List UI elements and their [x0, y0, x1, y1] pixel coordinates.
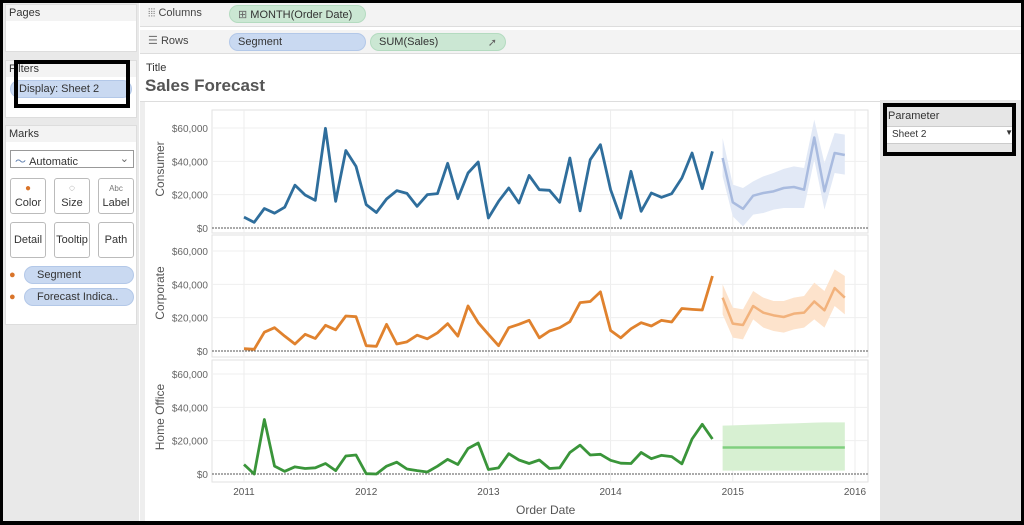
- forecast-line: [721, 286, 846, 327]
- page-title: Sales Forecast: [145, 76, 266, 95]
- mark-pill-forecast-indicator[interactable]: Forecast Indica..: [24, 288, 134, 306]
- size-icon: ◌: [69, 183, 75, 194]
- divider: [140, 102, 145, 522]
- color-button[interactable]: ● Color: [10, 178, 46, 214]
- label-button[interactable]: Abc Label: [98, 178, 134, 214]
- y-tick-label: $20,000: [172, 314, 209, 325]
- color-label: Color: [14, 197, 42, 209]
- rows-shelf: ☰ Rows Segment SUM(Sales) ➚: [140, 30, 1024, 54]
- right-panel: Parameter Sheet 2 ▼: [880, 100, 1021, 521]
- x-axis-title: Order Date: [516, 503, 576, 517]
- row-header-label: Consumer: [153, 141, 167, 196]
- forecast-line: [721, 136, 846, 211]
- columns-pill-month-order-date[interactable]: ⊞ MONTH(Order Date): [229, 5, 366, 23]
- row-header-label: Corporate: [153, 266, 167, 320]
- marks-label: Marks: [6, 126, 136, 142]
- filters-card[interactable]: Filters Display: Sheet 2: [5, 60, 137, 118]
- expand-icon: ⊞: [238, 9, 248, 21]
- label-icon: Abc: [109, 184, 123, 193]
- row-header-label: Home Office: [153, 383, 167, 450]
- columns-shelf: ⦙⦙⦙ Columns ⊞ MONTH(Order Date): [140, 3, 1024, 27]
- prediction-interval-band: [722, 269, 845, 340]
- rows-icon: ☰: [148, 35, 158, 47]
- trend-arrow-icon: ➚: [487, 37, 497, 49]
- y-tick-label: $40,000: [172, 403, 209, 414]
- y-tick-label: $60,000: [172, 124, 209, 135]
- tooltip-button[interactable]: Tooltip: [54, 222, 90, 258]
- pane-border: [211, 359, 869, 483]
- mark-type-value: Automatic: [29, 156, 78, 168]
- prediction-interval-band: [722, 119, 845, 227]
- y-tick-label: $0: [197, 470, 209, 481]
- y-tick-label: $0: [197, 347, 209, 358]
- y-tick-label: $40,000: [172, 157, 209, 168]
- y-tick-label: $0: [197, 224, 209, 235]
- y-tick-label: $20,000: [172, 437, 209, 448]
- actual-line: [243, 418, 714, 476]
- filter-pill-display[interactable]: Display: Sheet 2: [10, 80, 132, 98]
- x-tick-label: 2012: [355, 487, 378, 498]
- color-encoding-icon: ●: [9, 269, 16, 281]
- size-button[interactable]: ◌ Size: [54, 178, 90, 214]
- parameter-dropdown[interactable]: Sheet 2 ▼: [886, 126, 1016, 144]
- pane-border: [211, 234, 869, 358]
- x-tick-label: 2015: [722, 487, 745, 498]
- panel-corporate: $0 $20,000 $40,000 $60,000 Corporate: [153, 234, 869, 358]
- actual-line: [243, 275, 714, 351]
- pages-label: Pages: [6, 5, 136, 21]
- title-label: Title: [146, 62, 167, 74]
- label-label: Label: [102, 197, 130, 209]
- path-button[interactable]: Path: [98, 222, 134, 258]
- parameter-label: Parameter: [888, 110, 940, 122]
- panel-home-office: $0 $20,000 $40,000 $60,000 Home Office: [153, 359, 869, 483]
- rows-label: ☰ Rows: [148, 35, 189, 47]
- columns-label: ⦙⦙⦙ Columns: [148, 7, 202, 19]
- line-mark-icon: 〜: [15, 156, 26, 168]
- detail-button[interactable]: Detail: [10, 222, 46, 258]
- x-tick-label: 2016: [844, 487, 867, 498]
- rows-pill-segment[interactable]: Segment: [229, 33, 366, 51]
- columns-icon: ⦙⦙⦙: [148, 7, 156, 19]
- y-tick-label: $60,000: [172, 247, 209, 258]
- y-tick-label: $60,000: [172, 370, 209, 381]
- chevron-down-icon: ⌄: [119, 153, 129, 165]
- x-tick-label: 2011: [233, 487, 255, 498]
- color-encoding-icon: ●: [9, 291, 16, 303]
- actual-line: [243, 126, 714, 224]
- pages-card[interactable]: Pages: [5, 4, 137, 52]
- y-tick-label: $40,000: [172, 280, 209, 291]
- mark-type-dropdown[interactable]: 〜 Automatic ⌄: [10, 150, 134, 168]
- color-icon: ●: [24, 183, 32, 194]
- x-tick-label: 2014: [599, 487, 622, 498]
- rows-pill-sum-sales[interactable]: SUM(Sales) ➚: [370, 33, 506, 51]
- left-panel: Pages Filters Display: Sheet 2 Marks 〜 A…: [3, 3, 139, 521]
- marks-card: Marks 〜 Automatic ⌄ ● Color ◌ Size Abc Labe…: [5, 125, 137, 325]
- mark-pill-segment[interactable]: Segment: [24, 266, 134, 284]
- panel-consumer: $0 $20,000 $40,000 $60,000 Consumer: [153, 109, 869, 235]
- y-tick-label: $20,000: [172, 191, 209, 202]
- title-area[interactable]: Title Sales Forecast: [140, 58, 880, 102]
- pane-border: [211, 109, 869, 234]
- dropdown-arrow-icon: ▼: [1005, 128, 1013, 137]
- size-label: Size: [61, 197, 83, 209]
- parameter-value: Sheet 2: [892, 129, 927, 140]
- x-tick-label: 2013: [477, 487, 500, 498]
